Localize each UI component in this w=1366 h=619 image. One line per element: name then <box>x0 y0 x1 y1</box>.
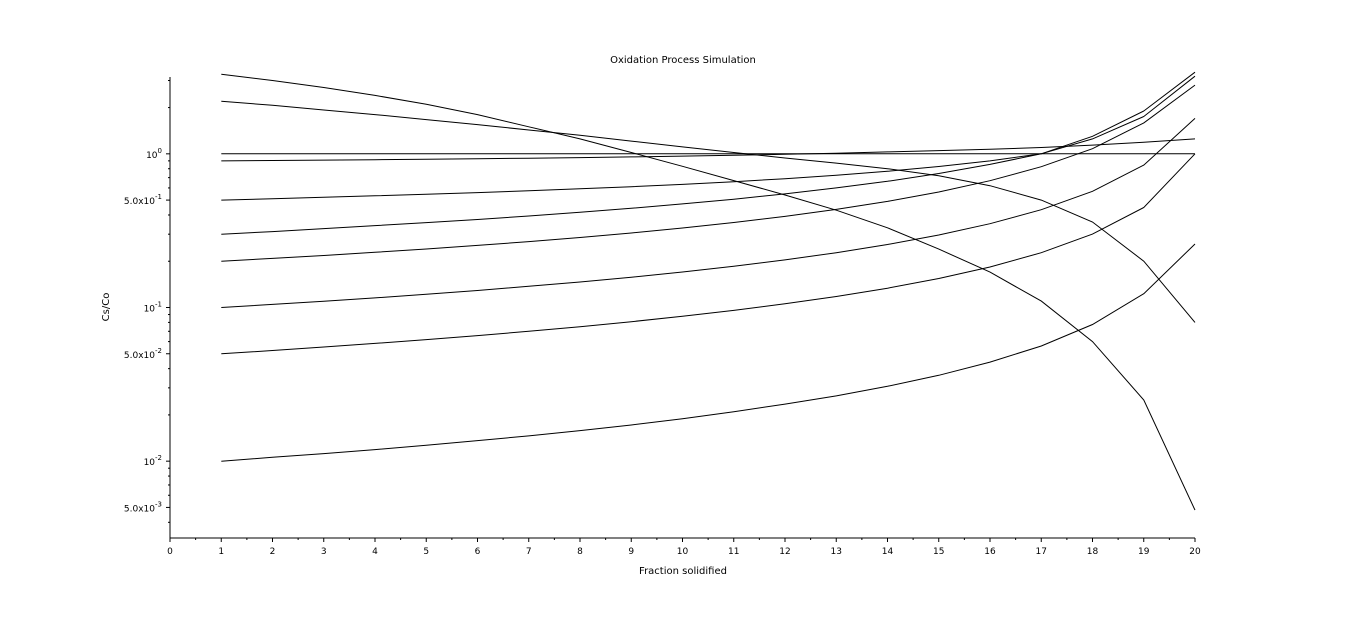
x-tick-label: 15 <box>933 547 944 557</box>
x-tick-label: 5 <box>423 547 429 557</box>
x-tick-label: 10 <box>677 547 689 557</box>
series-line-1 <box>221 243 1196 462</box>
x-tick-label: 9 <box>628 547 634 557</box>
series-line-10 <box>221 73 1196 511</box>
series-line-8 <box>221 138 1196 162</box>
x-tick-label: 6 <box>475 547 481 557</box>
y-tick-label: 5.0x10-3 <box>124 500 162 514</box>
series-line-2 <box>221 153 1196 355</box>
y-tick-label: 5.0x10-1 <box>124 193 162 207</box>
x-tick-label: 18 <box>1087 547 1099 557</box>
series-line-5 <box>221 75 1196 235</box>
x-tick-label: 14 <box>882 547 894 557</box>
y-axis-label: Cs/Co <box>101 293 112 322</box>
chart-title: Oxidation Process Simulation <box>610 55 756 66</box>
x-tick-label: 4 <box>372 547 378 557</box>
y-tick-label: 5.0x10-2 <box>124 347 162 361</box>
x-tick-label: 2 <box>270 547 276 557</box>
x-tick-label: 20 <box>1189 547 1201 557</box>
x-tick-label: 17 <box>1036 547 1047 557</box>
x-axis-label: Fraction solidified <box>639 566 727 577</box>
x-tick-label: 0 <box>167 547 173 557</box>
x-tick-label: 7 <box>526 547 532 557</box>
series-line-3 <box>221 118 1196 308</box>
x-tick-label: 1 <box>218 547 224 557</box>
series-line-4 <box>221 84 1196 262</box>
y-tick-label: 10-1 <box>144 301 162 315</box>
series-layer <box>221 71 1196 511</box>
x-tick-label: 19 <box>1138 547 1150 557</box>
axes: 0 1 2 3 4 5 6 7 8 9 10 11 12 13 14 15 16 17 18 19 201005.0x1… <box>124 77 1201 557</box>
x-tick-label: 16 <box>984 547 996 557</box>
x-tick-label: 12 <box>779 547 790 557</box>
x-tick-label: 3 <box>321 547 327 557</box>
x-tick-label: 11 <box>728 547 739 557</box>
x-tick-label: 8 <box>577 547 583 557</box>
series-line-6 <box>221 71 1196 201</box>
series-line-9 <box>221 100 1196 323</box>
y-tick-label: 10-2 <box>144 454 162 468</box>
x-tick-label: 13 <box>831 547 842 557</box>
y-tick-label: 100 <box>146 147 162 161</box>
